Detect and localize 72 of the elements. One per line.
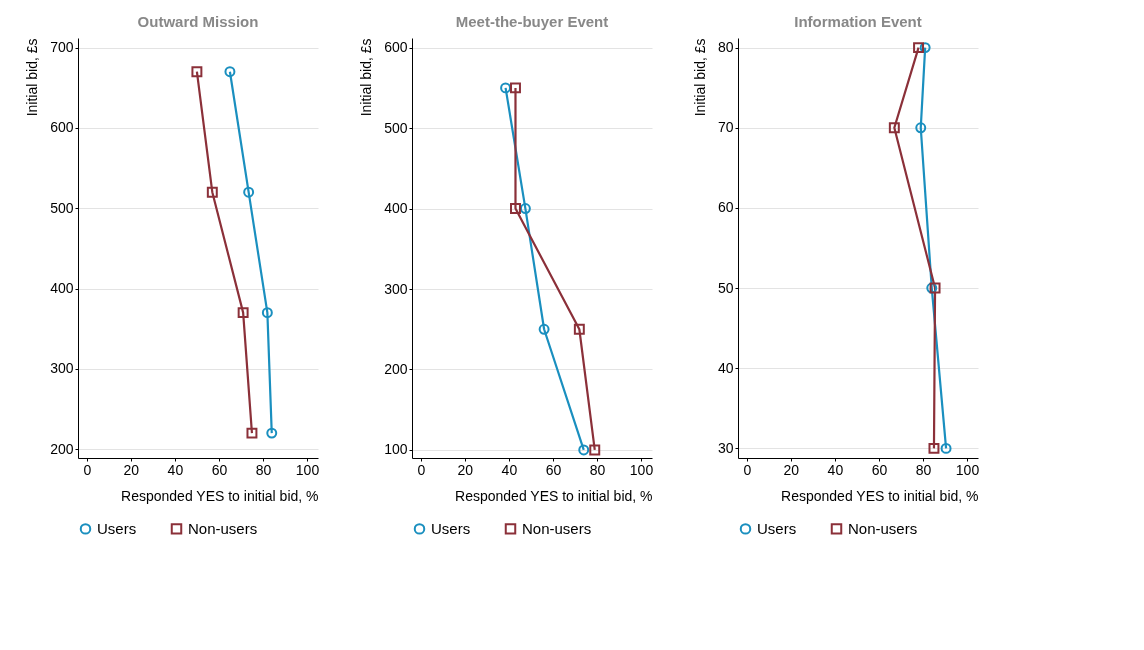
legend-label: Non-users <box>188 519 258 537</box>
x-tick-label: 60 <box>211 461 228 478</box>
x-tick-label: 0 <box>417 461 426 478</box>
chart-title: Outward Mission <box>137 13 259 30</box>
chart-title: Meet-the-buyer Event <box>455 13 609 30</box>
legend-label: Non-users <box>848 519 918 537</box>
x-tick-label: 80 <box>589 461 606 478</box>
x-tick-label: 20 <box>457 461 474 478</box>
y-axis-title: Initial bid, £s <box>358 38 375 117</box>
point <box>266 427 278 439</box>
y-tick-label: 300 <box>50 360 74 377</box>
point <box>915 122 927 134</box>
y-tick-label: 50 <box>717 279 734 296</box>
x-axis-title: Responded YES to initial bid, % <box>781 487 979 504</box>
y-axis-title: Initial bid, £s <box>24 38 41 117</box>
x-tick-label: 80 <box>915 461 932 478</box>
point <box>510 82 521 94</box>
y-tick-label: 400 <box>384 200 408 217</box>
x-tick-label: 80 <box>255 461 272 478</box>
y-tick-label: 300 <box>384 280 408 297</box>
legend-label: Users <box>431 519 471 537</box>
x-tick-label: 100 <box>295 461 320 478</box>
point <box>928 442 940 454</box>
point <box>191 66 203 78</box>
point <box>538 323 550 335</box>
x-tick-label: 40 <box>827 461 844 478</box>
x-tick-label: 40 <box>167 461 184 478</box>
point <box>224 66 236 78</box>
point <box>243 186 255 198</box>
point <box>913 42 925 54</box>
point <box>573 323 585 335</box>
x-tick-label: 60 <box>545 461 562 478</box>
y-tick-label: 600 <box>50 119 74 136</box>
y-tick-label: 200 <box>384 360 408 377</box>
point <box>206 186 218 198</box>
y-tick-label: 700 <box>50 39 74 56</box>
x-tick-label: 0 <box>743 461 752 478</box>
y-tick-label: 500 <box>50 199 74 216</box>
point <box>578 444 590 456</box>
y-tick-label: 60 <box>717 199 734 216</box>
x-tick-label: 20 <box>123 461 140 478</box>
point <box>510 203 521 215</box>
x-axis-title: Responded YES to initial bid, % <box>121 487 319 504</box>
y-tick-label: 80 <box>717 39 734 56</box>
y-tick-label: 100 <box>384 441 408 458</box>
x-tick-label: 0 <box>83 461 92 478</box>
x-tick-label: 60 <box>871 461 888 478</box>
legend-label: Users <box>97 519 137 537</box>
y-tick-label: 30 <box>717 439 734 456</box>
point <box>888 122 900 134</box>
x-tick-label: 100 <box>629 461 654 478</box>
x-tick-label: 100 <box>955 461 980 478</box>
point <box>261 307 273 319</box>
y-tick-label: 40 <box>717 359 734 376</box>
y-tick-label: 70 <box>717 119 734 136</box>
point <box>940 442 952 454</box>
chart-title: Information Event <box>794 13 922 30</box>
point <box>237 307 249 319</box>
y-axis-title: Initial bid, £s <box>691 38 708 117</box>
point <box>589 444 601 456</box>
point <box>519 203 531 215</box>
y-tick-label: 400 <box>50 280 74 297</box>
point <box>919 42 931 54</box>
y-tick-label: 600 <box>384 39 408 56</box>
x-tick-label: 20 <box>783 461 800 478</box>
x-tick-label: 40 <box>501 461 518 478</box>
point <box>246 427 258 439</box>
y-tick-label: 500 <box>384 119 408 136</box>
y-tick-label: 200 <box>50 440 74 457</box>
legend-label: Non-users <box>522 519 592 537</box>
legend-label: Users <box>757 519 797 537</box>
x-axis-title: Responded YES to initial bid, % <box>455 487 653 504</box>
